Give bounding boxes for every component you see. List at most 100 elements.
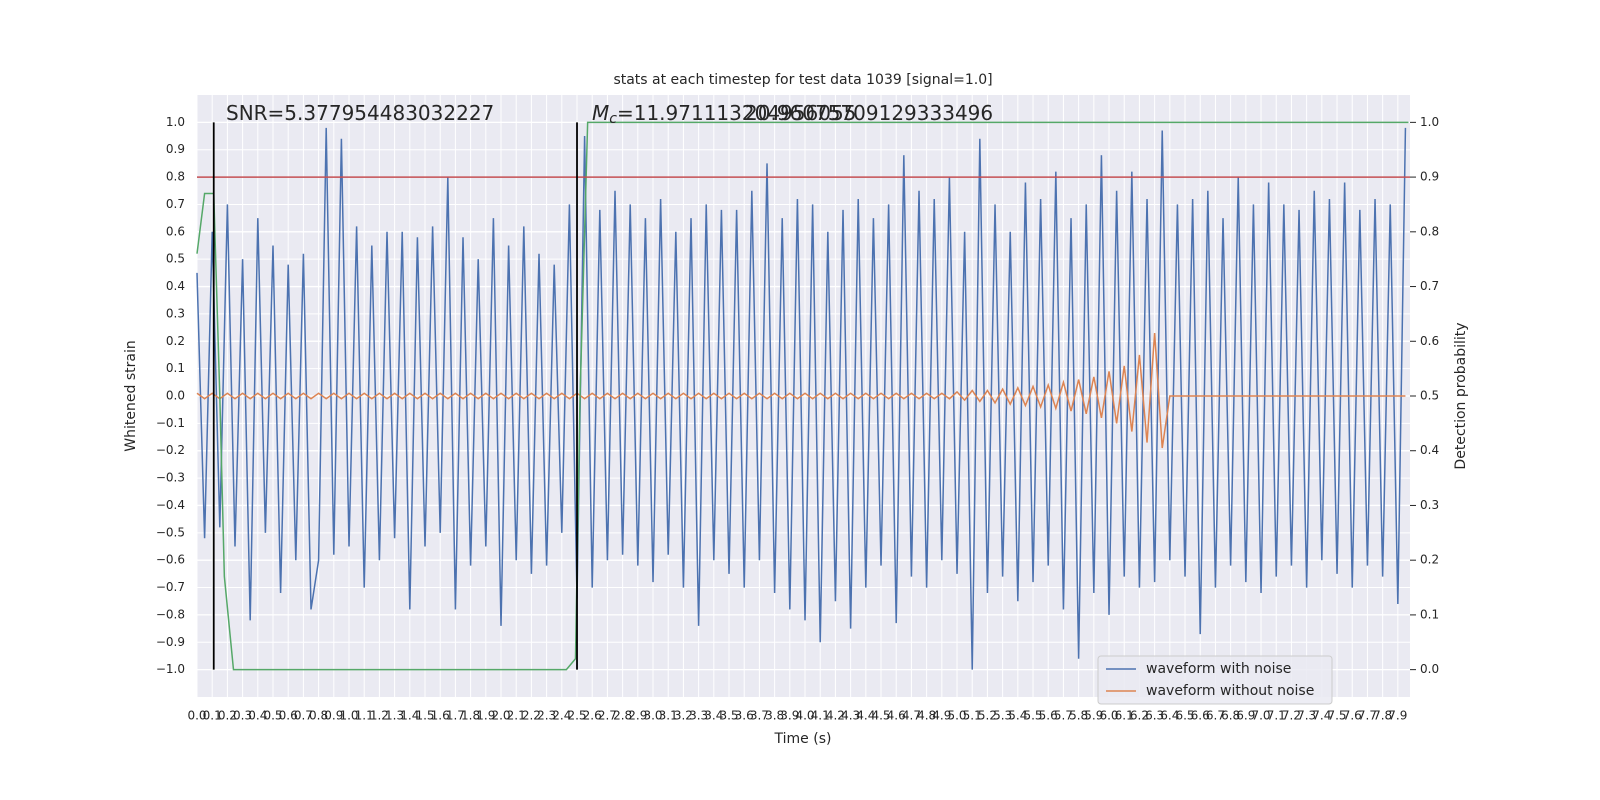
y-tick-label: 0.6 bbox=[166, 224, 185, 238]
x-tick-label: 1.8 bbox=[461, 709, 480, 723]
x-tick-label: 7.6 bbox=[1343, 709, 1362, 723]
x-tick-label: 4.5 bbox=[871, 709, 890, 723]
x-tick-label: 5.3 bbox=[993, 709, 1012, 723]
x-tick-label: 6.1 bbox=[1115, 709, 1134, 723]
x-tick-label: 6.2 bbox=[1130, 709, 1149, 723]
x-tick-label: 6.6 bbox=[1191, 709, 1210, 723]
x-tick-label: 0.3 bbox=[233, 709, 252, 723]
x-tick-label: 2.0 bbox=[491, 709, 510, 723]
x-tick-label: 7.3 bbox=[1297, 709, 1316, 723]
x-tick-label: 2.2 bbox=[522, 709, 541, 723]
x-tick-label: 1.5 bbox=[415, 709, 434, 723]
x-tick-label: 2.8 bbox=[613, 709, 632, 723]
x-tick-label: 2.4 bbox=[552, 709, 571, 723]
y2-tick-label: 0.0 bbox=[1420, 662, 1439, 676]
x-tick-label: 0.7 bbox=[294, 709, 313, 723]
x-tick-label: 2.6 bbox=[583, 709, 602, 723]
legend-box bbox=[1097, 655, 1333, 705]
x-tick-label: 3.7 bbox=[750, 709, 769, 723]
x-tick-label: 4.6 bbox=[887, 709, 906, 723]
x-tick-label: 0.8 bbox=[309, 709, 328, 723]
x-tick-label: 6.9 bbox=[1236, 709, 1255, 723]
x-tick-label: 1.1 bbox=[355, 709, 374, 723]
x-tick-label: 1.0 bbox=[339, 709, 358, 723]
x-tick-label: 0.6 bbox=[279, 709, 298, 723]
x-tick-label: 4.3 bbox=[841, 709, 860, 723]
x-tick-label: 4.7 bbox=[902, 709, 921, 723]
y-tick-label: 0.3 bbox=[166, 306, 185, 320]
x-tick-label: 6.7 bbox=[1206, 709, 1225, 723]
x-tick-label: 1.4 bbox=[400, 709, 419, 723]
x-tick-label: 5.0 bbox=[947, 709, 966, 723]
x-tick-label: 5.9 bbox=[1084, 709, 1103, 723]
x-tick-label: 3.4 bbox=[704, 709, 723, 723]
y-tick-label: 0.2 bbox=[166, 334, 185, 348]
x-tick-label: 1.7 bbox=[446, 709, 465, 723]
x-tick-label: 1.3 bbox=[385, 709, 404, 723]
y2-tick-label: 0.1 bbox=[1420, 607, 1439, 621]
annotation-text: =11.971113204956055 bbox=[617, 101, 856, 125]
x-tick-label: 3.8 bbox=[765, 709, 784, 723]
x-tick-label: 3.9 bbox=[780, 709, 799, 723]
x-tick-label: 6.8 bbox=[1221, 709, 1240, 723]
y2-tick-label: 0.2 bbox=[1420, 553, 1439, 567]
x-tick-label: 7.4 bbox=[1312, 709, 1331, 723]
annotation: SNR=5.377954483032227 bbox=[226, 101, 494, 125]
x-tick-label: 4.1 bbox=[811, 709, 830, 723]
labels: 0.00.10.20.30.40.50.60.70.80.91.01.11.21… bbox=[156, 101, 1439, 723]
x-tick-label: 5.4 bbox=[1008, 709, 1027, 723]
x-tick-label: 6.3 bbox=[1145, 709, 1164, 723]
y-tick-label: −0.7 bbox=[156, 580, 185, 594]
y-tick-label: 0.0 bbox=[166, 389, 185, 403]
y-axis-label: Whitened strain bbox=[123, 340, 139, 451]
annotation-symbol: M bbox=[592, 101, 609, 125]
x-tick-label: 3.2 bbox=[674, 709, 693, 723]
y-tick-label: −0.2 bbox=[156, 443, 185, 457]
y-tick-label: 0.8 bbox=[166, 170, 185, 184]
x-tick-label: 3.5 bbox=[719, 709, 738, 723]
y2-axis-label: Detection probability bbox=[1453, 322, 1469, 469]
x-tick-label: 0.4 bbox=[248, 709, 267, 723]
x-tick-label: 4.8 bbox=[917, 709, 936, 723]
y-tick-label: −0.8 bbox=[156, 607, 185, 621]
y-tick-label: 0.1 bbox=[166, 361, 185, 375]
x-tick-label: 5.5 bbox=[1023, 709, 1042, 723]
x-tick-label: 6.4 bbox=[1160, 709, 1179, 723]
x-tick-label: 5.2 bbox=[978, 709, 997, 723]
x-tick-label: 5.8 bbox=[1069, 709, 1088, 723]
x-tick-label: 5.7 bbox=[1054, 709, 1073, 723]
y2-tick-label: 0.8 bbox=[1420, 224, 1439, 238]
y-tick-label: 0.7 bbox=[166, 197, 185, 211]
x-tick-label: 3.6 bbox=[735, 709, 754, 723]
x-tick-label: 7.2 bbox=[1282, 709, 1301, 723]
x-tick-label: 1.2 bbox=[370, 709, 389, 723]
x-tick-label: 3.1 bbox=[659, 709, 678, 723]
y2-tick-label: 0.4 bbox=[1420, 443, 1439, 457]
x-tick-label: 4.2 bbox=[826, 709, 845, 723]
y2-tick-label: 0.3 bbox=[1420, 498, 1439, 512]
y-tick-label: −1.0 bbox=[156, 662, 185, 676]
y-tick-label: 0.4 bbox=[166, 279, 185, 293]
y-tick-label: −0.3 bbox=[156, 471, 185, 485]
x-tick-label: 2.5 bbox=[567, 709, 586, 723]
y-tick-label: −0.9 bbox=[156, 635, 185, 649]
x-tick-label: 4.4 bbox=[856, 709, 875, 723]
x-tick-label: 2.7 bbox=[598, 709, 617, 723]
legend-label: waveform with noise bbox=[1146, 661, 1291, 677]
x-tick-label: 5.6 bbox=[1039, 709, 1058, 723]
marks bbox=[196, 121, 1410, 671]
x-tick-label: 7.0 bbox=[1251, 709, 1270, 723]
x-tick-label: 2.9 bbox=[628, 709, 647, 723]
y-tick-label: −0.6 bbox=[156, 553, 185, 567]
y-tick-label: 0.9 bbox=[166, 142, 185, 156]
x-tick-label: 6.0 bbox=[1099, 709, 1118, 723]
x-tick-label: 4.9 bbox=[932, 709, 951, 723]
y2-tick-label: 0.7 bbox=[1420, 279, 1439, 293]
y-tick-label: 1.0 bbox=[166, 115, 185, 129]
x-tick-label: 1.9 bbox=[476, 709, 495, 723]
x-tick-label: 5.1 bbox=[963, 709, 982, 723]
x-tick-label: 4.0 bbox=[795, 709, 814, 723]
y-tick-label: −0.4 bbox=[156, 498, 185, 512]
x-tick-label: 6.5 bbox=[1175, 709, 1194, 723]
